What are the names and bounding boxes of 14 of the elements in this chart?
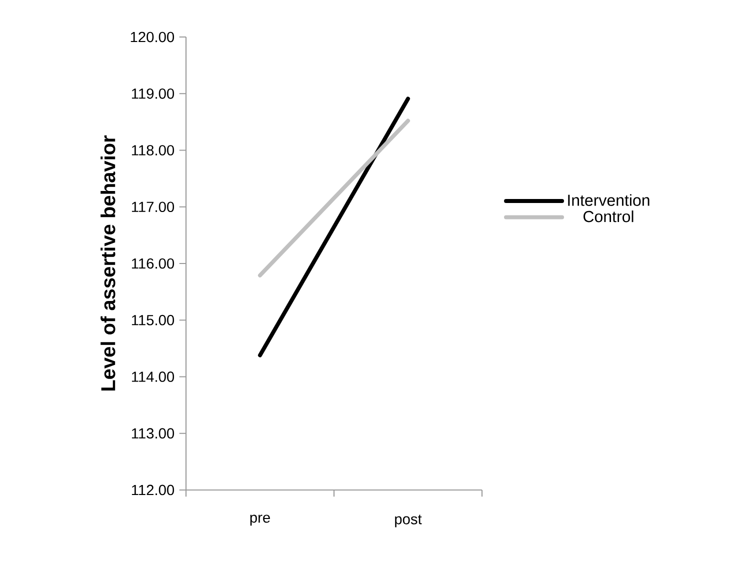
y-tick-label: 113.00 xyxy=(132,428,174,439)
y-tick-label: 112.00 xyxy=(132,484,174,496)
x-tick-label: post xyxy=(395,514,422,528)
y-tick-label: 119.00 xyxy=(132,88,174,99)
legend-label: Intervention xyxy=(568,194,650,206)
legend-label: Control xyxy=(584,210,634,222)
x-tick-label: pre xyxy=(250,514,270,526)
y-tick-label: 117.00 xyxy=(132,202,174,212)
y-tick-label: 120.00 xyxy=(130,32,174,42)
y-tick-label: 114.00 xyxy=(132,372,174,382)
y-tick-label: 115.00 xyxy=(132,314,174,326)
y-axis-title: Level of assertive behavior xyxy=(100,135,116,391)
y-tick-label: 116.00 xyxy=(132,258,174,269)
y-tick-label: 118.00 xyxy=(132,145,174,156)
